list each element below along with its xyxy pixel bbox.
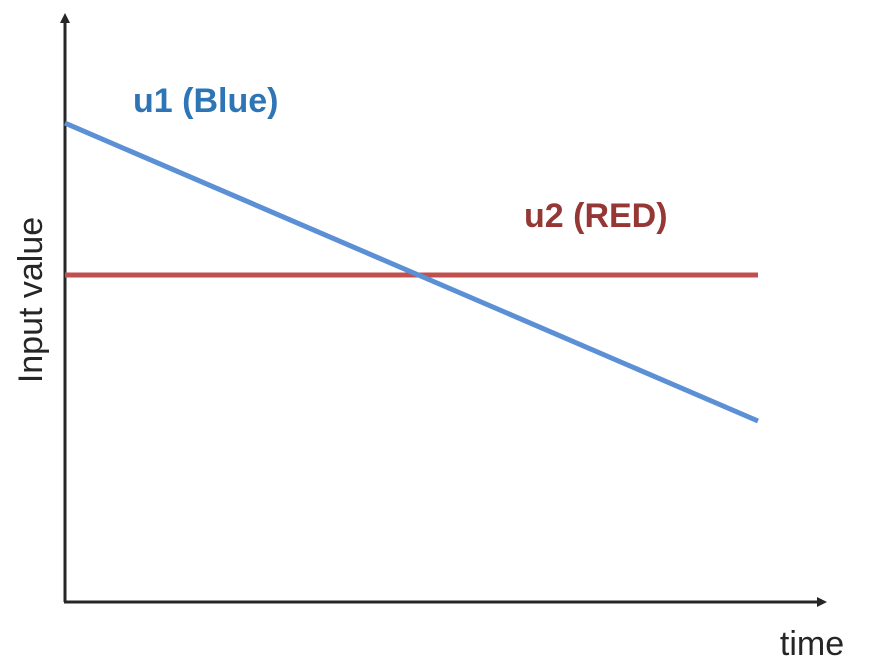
series-layer [64,120,759,424]
series-line-u1 [64,120,759,424]
series-label-u1: u1 (Blue) [133,82,278,120]
series-label-u2: u2 (RED) [524,197,668,235]
x-axis-title: time [780,625,844,663]
y-axis-title: Input value [12,217,50,383]
